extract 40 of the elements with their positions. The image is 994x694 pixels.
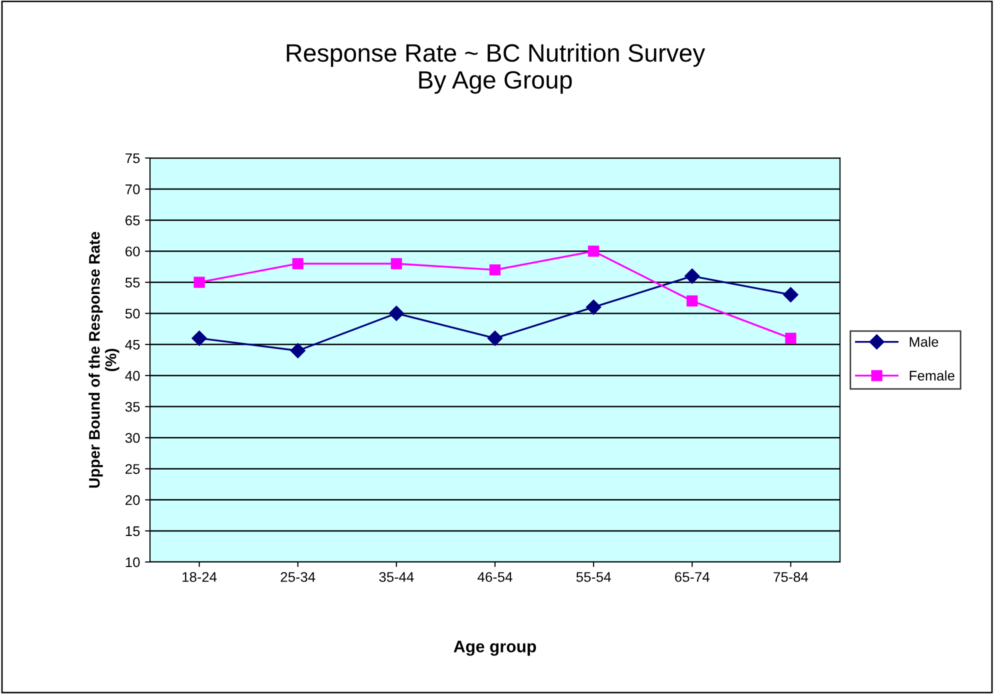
y-tick-label: 40: [125, 370, 140, 381]
point: [586, 300, 602, 315]
point: [390, 258, 402, 270]
y-tick-label: 55: [125, 278, 140, 288]
point: [588, 246, 600, 257]
legend-label: Female: [910, 370, 954, 381]
x-tick-label: 46-54: [478, 572, 512, 582]
y-tick-label: 20: [126, 495, 140, 506]
point: [388, 306, 404, 321]
y-tick-label: 25: [126, 464, 140, 474]
y-tick-label: 45: [125, 340, 140, 350]
y-tick-label: 65: [126, 215, 140, 226]
point: [686, 295, 698, 307]
point: [487, 330, 503, 346]
chart-title: Response Rate ~ BC Nutrition Survey By Age Group: [286, 44, 706, 94]
y-tick-label: 75: [126, 153, 140, 164]
x-tick-label: 25-34: [280, 572, 316, 582]
point: [785, 332, 796, 344]
x-tick-label: 75-84: [774, 572, 808, 582]
point: [489, 264, 501, 276]
x-tick-label: 35-44: [379, 572, 414, 582]
point: [192, 330, 207, 346]
y-tick-label: 35: [125, 402, 140, 412]
y-tick-label: 15: [126, 526, 140, 536]
y-tick-label: 70: [126, 184, 140, 194]
x-tick-label: 65-74: [675, 572, 710, 582]
point: [290, 343, 306, 358]
point: [783, 287, 798, 302]
y-tick-label: 60: [126, 246, 140, 256]
point: [292, 258, 304, 270]
point: [684, 268, 700, 284]
y-tick-label: 10: [126, 557, 140, 568]
y-tick-label: 50: [125, 308, 140, 319]
y-axis-title: Upper Bound of the Response Rate (%): [88, 232, 120, 488]
x-axis-title: Age group: [454, 640, 536, 656]
legend-label: Male: [910, 336, 938, 347]
y-tick-label: 30: [125, 433, 140, 443]
x-tick-label: 55-54: [576, 572, 611, 582]
point: [194, 276, 205, 288]
x-tick-label: 18-24: [182, 572, 217, 582]
